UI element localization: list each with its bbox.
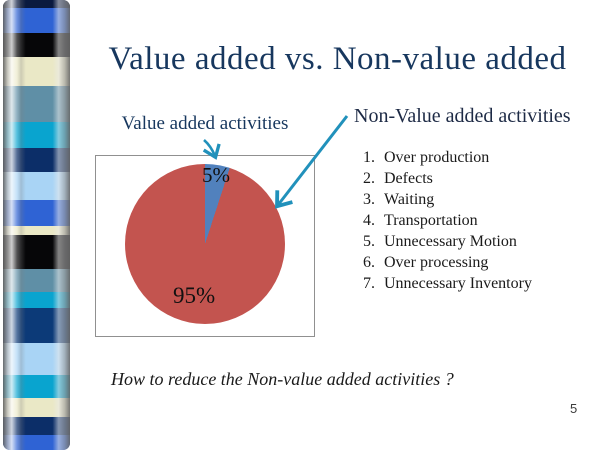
list-item: 5. Unnecessary Motion bbox=[356, 231, 532, 252]
list-item-number: 1. bbox=[363, 149, 375, 166]
decorative-sidebar bbox=[3, 0, 70, 450]
list-item-label: Defects bbox=[384, 170, 433, 187]
list-item-label: Waiting bbox=[384, 191, 435, 208]
list-item-label: Unnecessary Motion bbox=[384, 233, 517, 250]
list-item-label: Over production bbox=[384, 149, 490, 166]
value-added-label: Value added activities bbox=[121, 113, 289, 134]
list-item: 6. Over processing bbox=[356, 252, 532, 273]
list-item: 2. Defects bbox=[356, 168, 532, 189]
list-item-number: 3. bbox=[363, 191, 375, 208]
page-number: 5 bbox=[570, 401, 578, 416]
list-item: 7. Unnecessary Inventory bbox=[356, 273, 532, 294]
list-item: 3. Waiting bbox=[356, 189, 532, 210]
list-item-number: 6. bbox=[363, 254, 375, 271]
slide-title: Value added vs. Non-value added bbox=[108, 41, 567, 77]
list-item-number: 4. bbox=[363, 212, 375, 229]
footer-question: How to reduce the Non-value added activi… bbox=[111, 369, 454, 389]
list-item-label: Unnecessary Inventory bbox=[384, 275, 532, 292]
list-item-label: Over processing bbox=[384, 254, 489, 271]
sidebar-glass-overlay bbox=[3, 0, 70, 450]
non-value-added-list: 1. Over production 2. Defects 3. Waiting… bbox=[356, 147, 532, 294]
list-item: 4. Transportation bbox=[356, 210, 532, 231]
arrow-to-value-slice-icon bbox=[202, 139, 221, 160]
pie-chart bbox=[125, 164, 285, 324]
list-item-number: 5. bbox=[363, 233, 375, 250]
pie-small-slice-value: 5% bbox=[202, 163, 230, 187]
pie-large-slice-value: 95% bbox=[173, 283, 216, 308]
list-item-number: 2. bbox=[363, 170, 375, 187]
list-item-label: Transportation bbox=[384, 212, 478, 229]
list-item-number: 7. bbox=[363, 275, 375, 292]
list-item: 1. Over production bbox=[356, 147, 532, 168]
non-value-added-heading: Non-Value added activities bbox=[354, 105, 571, 127]
